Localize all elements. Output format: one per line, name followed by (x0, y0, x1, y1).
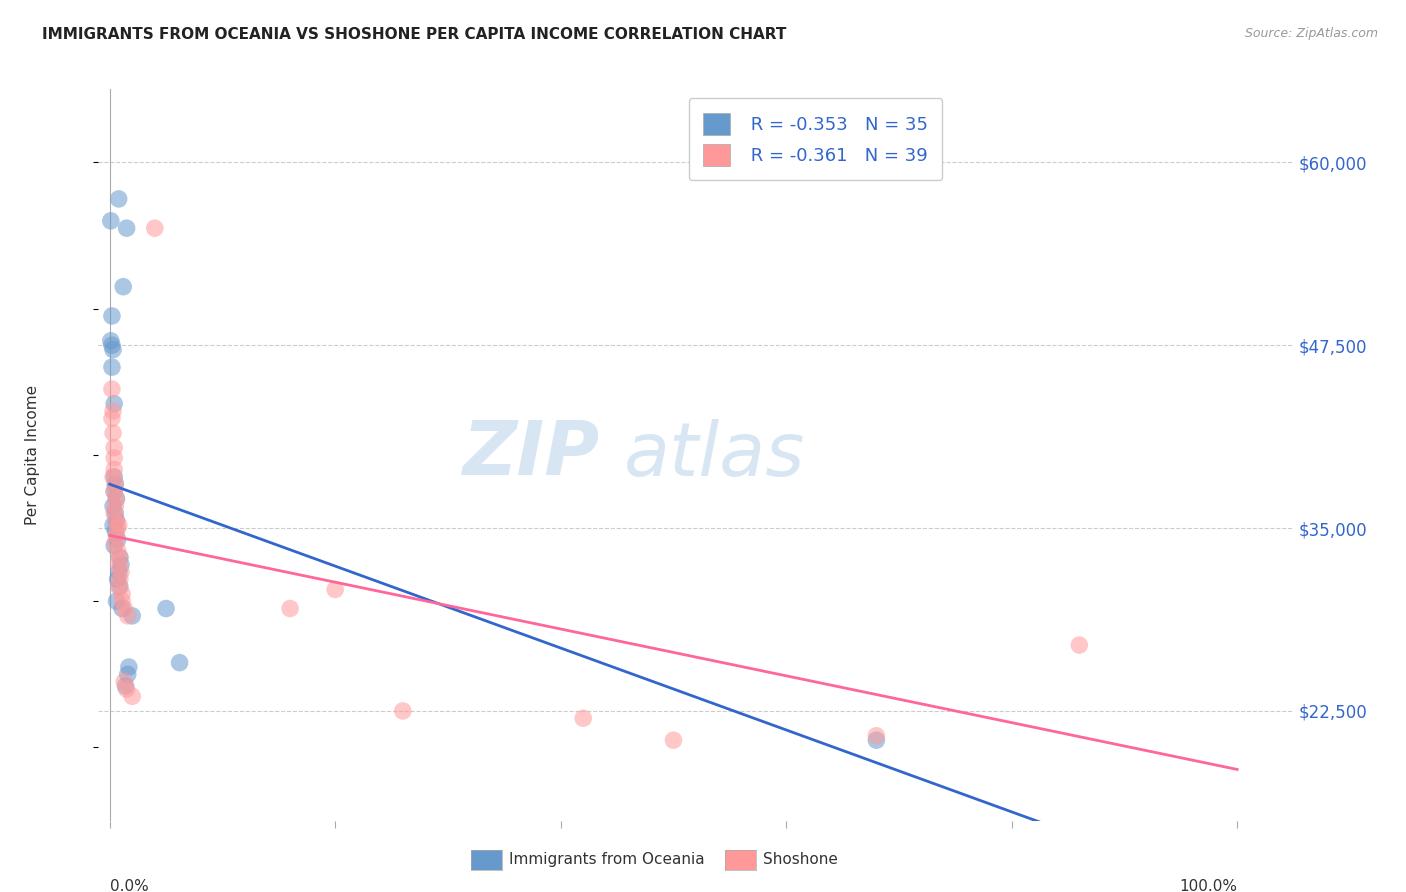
Text: 0.0%: 0.0% (110, 880, 149, 892)
Point (107, 580, 129, 594)
Point (1069, 638, 1091, 652)
Point (101, 382, 124, 396)
Point (112, 279, 135, 293)
Point (111, 587, 134, 601)
Point (101, 360, 124, 375)
Point (107, 518, 129, 533)
Point (105, 491, 128, 506)
Point (392, 704, 415, 718)
Point (110, 565, 132, 579)
Point (103, 470, 125, 484)
Point (107, 521, 129, 535)
Point (101, 404, 124, 418)
Point (104, 535, 127, 549)
Point (107, 572, 129, 586)
Point (107, 543, 129, 558)
Point (121, 690, 143, 704)
Point (104, 477, 127, 491)
Text: Source: ZipAtlas.com: Source: ZipAtlas.com (1244, 27, 1378, 40)
Point (103, 484, 125, 499)
Legend:  R = -0.353   N = 35,  R = -0.361   N = 39: R = -0.353 N = 35, R = -0.361 N = 39 (689, 98, 942, 180)
Point (107, 533, 129, 547)
Point (572, 711, 595, 725)
Point (278, 601, 301, 615)
Point (103, 484, 125, 499)
Point (104, 499, 127, 513)
Text: ZIP: ZIP (463, 418, 600, 491)
Point (101, 425, 124, 440)
Point (101, 499, 124, 513)
Point (103, 462, 125, 476)
Point (108, 580, 131, 594)
Text: 100.0%: 100.0% (1180, 880, 1237, 892)
Point (108, 550, 131, 565)
Point (105, 528, 128, 542)
Point (104, 507, 127, 521)
Point (114, 679, 136, 693)
Point (101, 518, 124, 533)
Point (101, 309, 124, 323)
Point (104, 524, 127, 538)
Text: Per Capita Income: Per Capita Income (25, 384, 41, 525)
Point (101, 343, 124, 357)
Point (108, 550, 131, 565)
Point (121, 608, 143, 623)
Point (105, 594, 128, 608)
Point (323, 582, 346, 597)
Point (865, 733, 887, 747)
Point (112, 601, 135, 615)
Point (103, 441, 125, 455)
Point (103, 397, 125, 411)
Point (112, 674, 135, 689)
Point (111, 601, 134, 615)
Point (100, 334, 122, 348)
Text: atlas: atlas (624, 419, 806, 491)
Point (111, 594, 134, 608)
Point (107, 565, 129, 579)
Point (118, 660, 141, 674)
Point (117, 667, 139, 681)
Text: IMMIGRANTS FROM OCEANIA VS SHOSHONE PER CAPITA INCOME CORRELATION CHART: IMMIGRANTS FROM OCEANIA VS SHOSHONE PER … (42, 27, 786, 42)
Point (101, 470, 124, 484)
Point (104, 477, 127, 491)
Point (662, 733, 685, 747)
Point (117, 608, 139, 623)
Point (107, 558, 129, 572)
Point (101, 411, 124, 425)
Point (105, 491, 128, 506)
Point (103, 539, 125, 553)
Point (169, 656, 191, 670)
Point (103, 507, 125, 521)
Point (101, 338, 124, 352)
Point (155, 601, 177, 615)
Text: Shoshone: Shoshone (763, 853, 838, 867)
Point (105, 514, 128, 528)
Point (143, 221, 166, 235)
Point (100, 214, 122, 228)
Text: Immigrants from Oceania: Immigrants from Oceania (509, 853, 704, 867)
Point (115, 681, 138, 696)
Point (105, 514, 128, 528)
Point (115, 221, 138, 235)
Point (865, 729, 887, 743)
Point (108, 572, 131, 586)
Point (103, 450, 125, 465)
Point (107, 192, 129, 206)
Point (110, 558, 132, 572)
